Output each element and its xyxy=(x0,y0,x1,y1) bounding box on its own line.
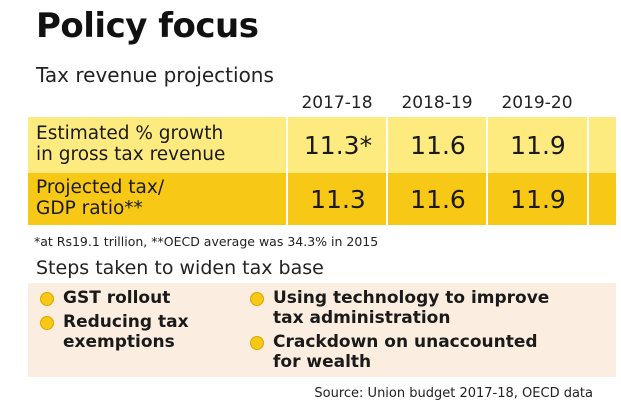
column-divider xyxy=(486,117,488,225)
bullet-icon xyxy=(250,292,264,306)
step-item-gst-rollout: GST rollout xyxy=(40,288,170,308)
steps-panel: GST rollout Reducing tax exemptions Usin… xyxy=(28,283,616,377)
footnote: *at Rs19.1 trillion, **OECD average was … xyxy=(34,234,379,249)
table-row-tax-growth: Estimated % growth in gross tax revenue … xyxy=(28,117,616,173)
bullet-icon xyxy=(250,336,264,350)
step-item-crackdown: Crackdown on unaccounted for wealth xyxy=(250,332,538,372)
bullet-icon xyxy=(40,292,54,306)
row-label-tax-gdp-ratio: Projected tax/ GDP ratio** xyxy=(36,177,165,219)
column-divider xyxy=(286,117,288,225)
table-cell-ratio-2019-20: 11.9 xyxy=(510,184,566,214)
table-cell-growth-2018-19: 11.6 xyxy=(410,130,466,160)
step-item-technology: Using technology to improve tax administ… xyxy=(250,288,549,328)
column-header-2019-20: 2019-20 xyxy=(501,93,573,113)
table-cell-ratio-2018-19: 11.6 xyxy=(410,184,466,214)
column-header-2018-19: 2018-19 xyxy=(401,93,473,113)
table-row-tax-gdp-ratio: Projected tax/ GDP ratio** 11.3 11.6 11.… xyxy=(28,173,616,225)
steps-title: Steps taken to widen tax base xyxy=(36,257,324,279)
chart-subtitle: Tax revenue projections xyxy=(36,63,274,87)
table-cell-growth-2019-20: 11.9 xyxy=(510,130,566,160)
column-divider xyxy=(587,117,589,225)
table-cell-growth-2017-18: 11.3* xyxy=(303,130,373,160)
source-note: Source: Union budget 2017-18, OECD data xyxy=(314,386,593,401)
bullet-icon xyxy=(40,316,54,330)
column-divider xyxy=(386,117,388,225)
row-label-tax-growth: Estimated % growth in gross tax revenue xyxy=(36,123,226,165)
column-header-2017-18: 2017-18 xyxy=(301,93,373,113)
chart-title: Policy focus xyxy=(36,6,259,46)
table-cell-ratio-2017-18: 11.3 xyxy=(310,184,366,214)
step-item-reducing-exemptions: Reducing tax exemptions xyxy=(40,312,189,352)
